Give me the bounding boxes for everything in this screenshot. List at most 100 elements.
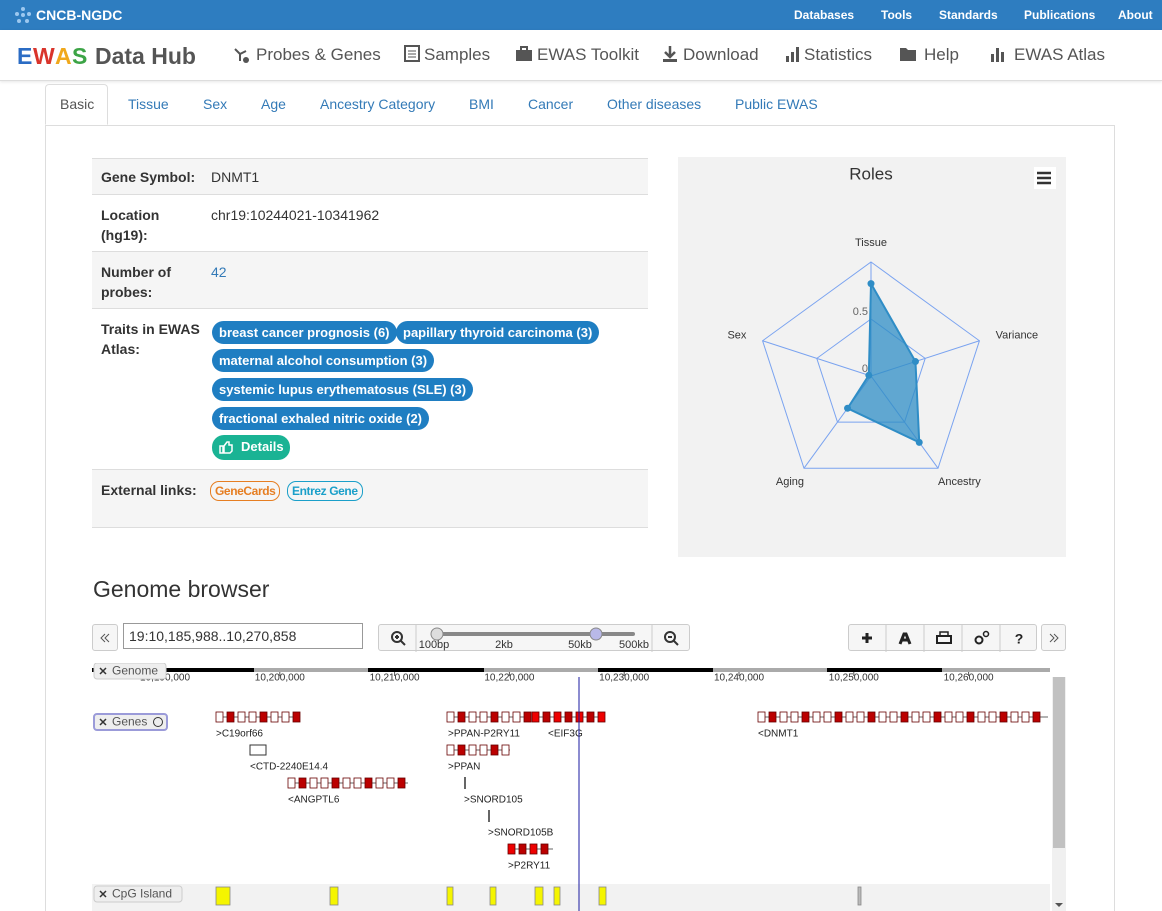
tab[interactable]: Public EWAS bbox=[735, 96, 818, 112]
data-area bbox=[846, 280, 921, 445]
nav-item[interactable]: Probes & Genes bbox=[256, 45, 381, 64]
genome-tracks: 10,190,00010,200,00010,210,00010,220,000… bbox=[92, 663, 1066, 911]
top-link[interactable]: Tools bbox=[881, 8, 913, 22]
cpg-island[interactable] bbox=[329, 886, 339, 906]
zoom-label: 2kb bbox=[495, 639, 513, 651]
gene-label[interactable]: <CTD-2240E14.4 bbox=[250, 762, 329, 773]
info-row: Location (hg19): chr19:10244021-10341962 bbox=[92, 194, 648, 252]
track-label-box[interactable] bbox=[93, 663, 167, 680]
gene-label[interactable]: >PPAN-P2RY11 bbox=[448, 729, 520, 740]
tab[interactable]: BMI bbox=[469, 96, 494, 112]
top-link[interactable]: Standards bbox=[939, 8, 998, 22]
tab[interactable]: Sex bbox=[203, 96, 228, 112]
cpg-island[interactable] bbox=[598, 886, 607, 906]
gene-feature bbox=[488, 810, 490, 822]
zoom-handle[interactable] bbox=[430, 627, 444, 641]
exon bbox=[955, 711, 964, 723]
data-point[interactable] bbox=[865, 371, 873, 379]
chart-menu[interactable] bbox=[1034, 167, 1056, 189]
trait-badge[interactable]: systemic lupus erythematosus (SLE) (3) bbox=[212, 378, 474, 401]
tab[interactable]: Ancestry Category bbox=[320, 96, 436, 112]
tab[interactable]: Basic bbox=[60, 96, 95, 112]
data-point[interactable] bbox=[844, 404, 852, 412]
track-close[interactable] bbox=[99, 667, 107, 675]
nav-item[interactable]: EWAS Toolkit bbox=[537, 45, 640, 64]
back-button[interactable] bbox=[92, 624, 118, 651]
nav-item[interactable]: EWAS Atlas bbox=[1014, 45, 1106, 64]
gene-label[interactable]: >PPAN bbox=[448, 762, 480, 773]
track-close[interactable] bbox=[99, 718, 107, 726]
track-add[interactable] bbox=[153, 717, 163, 727]
settings[interactable] bbox=[974, 630, 990, 645]
forward-button[interactable] bbox=[1041, 624, 1066, 651]
gene-label[interactable]: >SNORD105B bbox=[488, 828, 554, 839]
gene-label[interactable]: <DNMT1 bbox=[758, 729, 799, 740]
gene-label[interactable]: >SNORD105 bbox=[464, 795, 523, 806]
track-label-box[interactable] bbox=[93, 713, 168, 731]
menu-icon[interactable] bbox=[1037, 171, 1051, 185]
nav-item[interactable]: Samples bbox=[424, 45, 491, 64]
track-label-box[interactable] bbox=[93, 885, 183, 903]
gene-label[interactable]: >P2RY11 bbox=[508, 861, 551, 872]
exon bbox=[834, 711, 843, 723]
trait-badge[interactable]: breast cancer prognosis (6) bbox=[212, 321, 397, 344]
print[interactable] bbox=[936, 631, 952, 644]
exon bbox=[490, 711, 499, 723]
section-title: Genome browser bbox=[93, 576, 270, 602]
top-link[interactable]: Publications bbox=[1024, 8, 1096, 22]
exon bbox=[1021, 711, 1030, 723]
location-input[interactable]: 19:10,185,988..10,270,858 bbox=[123, 623, 363, 649]
nav-item[interactable]: Statistics bbox=[804, 45, 873, 64]
brand-letter[interactable]: S bbox=[72, 43, 88, 69]
exon bbox=[397, 777, 406, 789]
exon bbox=[386, 777, 395, 789]
cpg-island[interactable] bbox=[215, 886, 231, 906]
track-close[interactable] bbox=[99, 890, 107, 898]
details-button[interactable]: Details bbox=[212, 435, 290, 460]
brand-letter[interactable]: A bbox=[55, 43, 72, 69]
top-brand[interactable]: CNCB-NGDC bbox=[36, 7, 123, 23]
data-point[interactable] bbox=[915, 438, 923, 446]
zoom-in[interactable] bbox=[391, 631, 403, 643]
tab[interactable]: Other diseases bbox=[607, 96, 702, 112]
trait-badge[interactable]: papillary thyroid carcinoma (3) bbox=[396, 321, 600, 344]
top-link[interactable]: Databases bbox=[794, 8, 855, 22]
cpg-island[interactable] bbox=[489, 886, 497, 906]
radar-chart: Roles 0 0.5 Tissue Variance Ancestry Aging Sex bbox=[678, 157, 1066, 557]
category-label: Tissue bbox=[855, 237, 887, 249]
trait-badge[interactable]: maternal alcohol consumption (3) bbox=[212, 349, 435, 372]
highlight[interactable] bbox=[898, 632, 912, 645]
gene-label[interactable]: >C19orf66 bbox=[216, 729, 263, 740]
brand-letter[interactable]: E bbox=[17, 43, 33, 69]
cpg-island[interactable] bbox=[446, 886, 454, 906]
gene-label[interactable]: <ANGPTL6 bbox=[288, 795, 340, 806]
data-point[interactable] bbox=[911, 358, 919, 366]
scroll-thumb[interactable] bbox=[1053, 677, 1065, 848]
brand-letter[interactable]: W bbox=[33, 43, 55, 69]
tab[interactable]: Cancer bbox=[528, 96, 574, 112]
tab[interactable]: Age bbox=[261, 96, 286, 112]
nav-item[interactable]: Help bbox=[924, 45, 959, 64]
zoom-svg: 100bp 2kb 50kb 500kb bbox=[391, 625, 679, 652]
top-link[interactable]: About bbox=[1118, 8, 1153, 22]
gene-label[interactable]: <EIF3G bbox=[548, 729, 583, 740]
brand-name[interactable]: Data Hub bbox=[95, 43, 196, 69]
cpg-island[interactable] bbox=[534, 886, 544, 906]
add-track[interactable] bbox=[862, 633, 872, 643]
data-point[interactable] bbox=[867, 280, 875, 288]
zoom-handle[interactable] bbox=[589, 627, 603, 641]
trait-badge[interactable]: fractional exhaled nitric oxide (2) bbox=[212, 407, 429, 430]
zoom-out[interactable] bbox=[664, 631, 676, 643]
nav-item[interactable]: Download bbox=[683, 45, 759, 64]
grid-ring bbox=[761, 261, 981, 469]
cpg-island[interactable] bbox=[857, 886, 862, 906]
cpg-island[interactable] bbox=[553, 886, 561, 906]
tab[interactable]: Tissue bbox=[128, 96, 169, 112]
external-link[interactable]: GeneCards bbox=[210, 481, 281, 501]
row-value[interactable]: 42 bbox=[211, 264, 227, 280]
exon bbox=[1010, 711, 1019, 723]
nav-icon bbox=[991, 48, 1004, 62]
exon bbox=[911, 711, 920, 723]
help-button[interactable]: ? bbox=[1015, 631, 1024, 647]
external-link[interactable]: Entrez Gene bbox=[287, 481, 363, 501]
